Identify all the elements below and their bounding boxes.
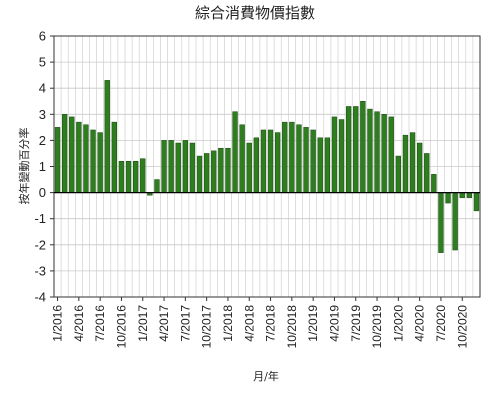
x-tick-label: 1/2018 [221,305,235,342]
bar [360,101,366,193]
bar [324,137,331,193]
x-tick-label: 1/2019 [306,305,320,342]
bar [111,121,118,193]
bar [289,121,295,193]
bar [395,155,402,193]
x-tick-label: 1/2017 [136,305,150,342]
bar [83,124,89,193]
x-tick-label: 7/2016 [93,305,107,342]
bar [196,155,203,193]
bar [438,192,444,253]
bar [282,121,288,193]
x-tick-label: 10/2019 [370,305,384,349]
bar [338,119,345,193]
y-tick-label: -4 [34,290,46,305]
bar [154,179,160,193]
bar [409,132,416,193]
bar [54,127,61,193]
x-tick-label: 4/2016 [72,305,86,342]
y-tick-label: -1 [34,211,46,226]
bar [260,129,267,193]
x-tick-label: 7/2019 [349,305,363,342]
bar [424,153,430,193]
bar [303,127,309,193]
grid [53,35,481,298]
bar [388,116,394,193]
bar [232,111,238,193]
bar [132,161,139,193]
x-tick-label: 1/2016 [51,305,65,342]
bar [402,134,409,193]
y-axis-title: 按年變動百分率 [17,128,31,205]
bar [104,80,110,193]
bar [239,124,245,193]
bar [310,129,316,193]
bar [296,124,302,193]
x-tick-label: 4/2017 [157,305,171,342]
y-tick-label: 1 [39,159,46,174]
bar [317,137,323,193]
x-axis-title: 月/年 [253,369,279,383]
bar [374,111,380,193]
y-tick-label: 5 [39,55,46,70]
bar [76,121,82,193]
bar [367,108,373,193]
y-tick-label: -2 [34,237,46,252]
bar [168,140,174,193]
bar [211,150,217,193]
bar [140,158,146,193]
bar [118,161,125,193]
chart-title: 綜合消費物價指數 [195,4,315,22]
bar [61,114,68,193]
y-tick-label: 0 [39,185,46,200]
bar [353,106,359,193]
bar [459,192,465,199]
bar [416,142,423,193]
bar [274,132,281,193]
x-tick-label: 1/2020 [391,305,405,342]
bar [452,192,458,251]
bar [69,116,75,193]
bar [218,147,224,193]
x-tick-label: 7/2020 [434,305,448,342]
bar [189,142,196,193]
bar [161,140,167,193]
bar [175,142,181,193]
bar [466,192,473,199]
y-tick-label: 2 [39,133,46,148]
x-tick-label: 10/2018 [285,305,299,349]
bar [246,142,252,193]
x-tick-label: 4/2020 [413,305,427,342]
x-tick-label: 7/2017 [178,305,192,342]
x-tick-label: 10/2017 [200,305,214,349]
bar [225,147,231,193]
bar [473,192,480,212]
bar [331,116,338,193]
y-tick-label: 6 [39,29,46,44]
x-tick-label: 10/2020 [455,305,469,349]
y-tick-label: 3 [39,107,46,122]
bar [90,129,96,193]
x-tick-label: 4/2018 [242,305,256,342]
y-tick-label: -3 [34,263,46,278]
bar [431,174,437,193]
bar [203,153,210,193]
x-tick-label: 7/2018 [264,305,278,342]
bar [381,114,387,193]
y-tick-label: 4 [39,81,46,96]
bar [125,161,132,193]
x-axis-ticks: 1/2016 4/2016 7/2016 10/2016 1/2017 4/2017 7/2… [51,297,469,349]
bar [253,137,260,193]
x-tick-label: 10/2016 [114,305,128,349]
y-axis-ticks: -4 -3 -2 -1 0 1 2 3 4 5 6 [34,29,54,305]
bar [97,132,103,193]
bar [267,129,274,193]
bar [445,192,451,204]
bar [345,106,352,193]
bar [182,140,189,193]
x-tick-label: 4/2019 [327,305,341,342]
